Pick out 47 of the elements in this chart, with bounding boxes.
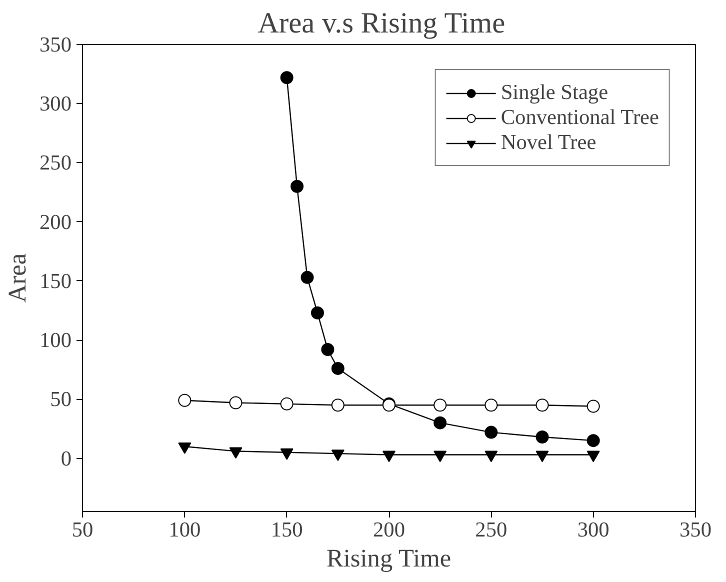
point bbox=[484, 398, 498, 412]
point bbox=[280, 71, 294, 84]
point bbox=[536, 430, 549, 444]
point bbox=[536, 398, 549, 412]
point bbox=[229, 396, 242, 410]
x-tick-label: 350 bbox=[680, 518, 712, 542]
y-tick-label: 250 bbox=[40, 150, 72, 175]
point bbox=[536, 450, 549, 462]
legend-label: Single Stage bbox=[500, 80, 608, 105]
x-tick-label: 250 bbox=[475, 518, 508, 542]
point bbox=[434, 416, 447, 430]
point bbox=[434, 450, 447, 462]
y-tick-label: 0 bbox=[60, 446, 72, 470]
y-tick-label: 150 bbox=[40, 268, 72, 293]
point bbox=[586, 450, 600, 462]
point bbox=[178, 394, 192, 407]
legend-label: Conventional Tree bbox=[500, 105, 659, 130]
point bbox=[280, 397, 294, 410]
point bbox=[229, 447, 242, 459]
point bbox=[178, 442, 192, 454]
y-tick-label: 300 bbox=[40, 92, 72, 116]
point bbox=[484, 450, 498, 462]
legend-label: Novel Tree bbox=[500, 130, 596, 155]
point bbox=[310, 306, 324, 320]
point bbox=[280, 448, 294, 460]
y-axis-title: Area bbox=[4, 253, 32, 303]
point bbox=[484, 426, 498, 439]
y-tick-label: 50 bbox=[50, 387, 72, 412]
x-axis-title: Rising Time bbox=[326, 544, 452, 572]
point bbox=[586, 434, 600, 448]
x-tick-label: 50 bbox=[72, 518, 94, 542]
x-tick-label: 100 bbox=[168, 518, 201, 542]
point bbox=[290, 180, 304, 193]
y-tick-label: 100 bbox=[40, 328, 72, 352]
point bbox=[434, 398, 447, 412]
y-tick-label: 350 bbox=[40, 32, 72, 56]
point bbox=[331, 450, 344, 461]
x-tick-label: 300 bbox=[577, 518, 610, 542]
x-tick-label: 150 bbox=[270, 518, 303, 542]
point bbox=[382, 450, 396, 462]
chart-title: Area v.s Rising Time bbox=[258, 8, 506, 40]
point bbox=[321, 343, 334, 356]
point bbox=[300, 270, 314, 284]
point bbox=[331, 362, 344, 375]
y-tick-label: 200 bbox=[40, 210, 72, 234]
point bbox=[331, 398, 344, 412]
x-tick-label: 200 bbox=[373, 518, 406, 542]
